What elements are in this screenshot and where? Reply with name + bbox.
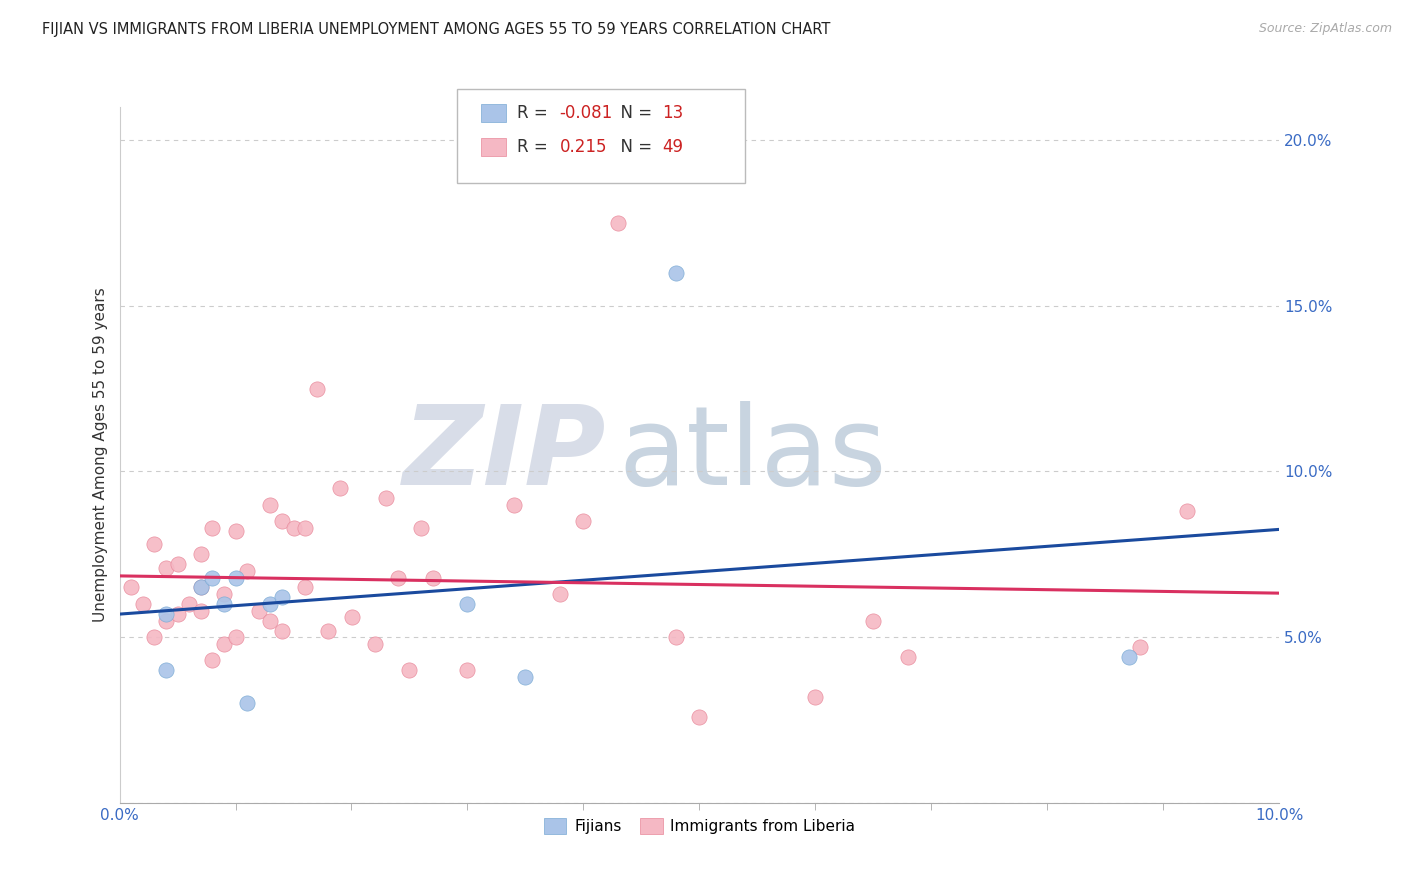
Point bbox=[862, 614, 884, 628]
Point bbox=[456, 597, 478, 611]
Point bbox=[270, 591, 294, 605]
Point bbox=[270, 514, 294, 528]
Point bbox=[515, 670, 537, 684]
Point bbox=[294, 521, 316, 535]
Point bbox=[132, 597, 155, 611]
Point bbox=[155, 607, 177, 621]
Point bbox=[190, 604, 212, 618]
Point bbox=[572, 514, 595, 528]
Text: 49: 49 bbox=[662, 138, 683, 156]
Point bbox=[804, 690, 827, 704]
Text: 13: 13 bbox=[662, 104, 683, 122]
Point bbox=[236, 564, 259, 578]
Point bbox=[259, 614, 281, 628]
Point bbox=[190, 547, 212, 561]
Point bbox=[550, 587, 572, 601]
Point bbox=[270, 624, 294, 638]
Text: N =: N = bbox=[610, 138, 658, 156]
Point bbox=[422, 570, 444, 584]
Point bbox=[166, 558, 188, 572]
Point bbox=[398, 663, 420, 677]
Point bbox=[201, 521, 224, 535]
Text: R =: R = bbox=[517, 138, 554, 156]
Point bbox=[329, 481, 352, 495]
Point bbox=[155, 663, 177, 677]
Point bbox=[225, 570, 247, 584]
Point bbox=[283, 521, 305, 535]
Text: Source: ZipAtlas.com: Source: ZipAtlas.com bbox=[1258, 22, 1392, 36]
Point bbox=[225, 630, 247, 644]
Text: -0.081: -0.081 bbox=[560, 104, 613, 122]
Point bbox=[1118, 650, 1140, 665]
Text: ZIP: ZIP bbox=[404, 401, 607, 508]
Point bbox=[318, 624, 340, 638]
Legend: Fijians, Immigrants from Liberia: Fijians, Immigrants from Liberia bbox=[537, 813, 862, 840]
Text: FIJIAN VS IMMIGRANTS FROM LIBERIA UNEMPLOYMENT AMONG AGES 55 TO 59 YEARS CORRELA: FIJIAN VS IMMIGRANTS FROM LIBERIA UNEMPL… bbox=[42, 22, 831, 37]
Point bbox=[236, 697, 259, 711]
Text: 0.215: 0.215 bbox=[560, 138, 607, 156]
Point bbox=[387, 570, 409, 584]
Point bbox=[247, 604, 270, 618]
Point bbox=[259, 597, 281, 611]
Point bbox=[225, 524, 247, 538]
Point bbox=[665, 266, 688, 280]
Point bbox=[201, 570, 224, 584]
Point bbox=[689, 709, 711, 723]
Point bbox=[212, 597, 235, 611]
Point bbox=[897, 650, 920, 665]
Point bbox=[456, 663, 478, 677]
Point bbox=[363, 637, 385, 651]
Point bbox=[1129, 640, 1152, 654]
Point bbox=[212, 637, 235, 651]
Point bbox=[212, 587, 235, 601]
Point bbox=[143, 537, 166, 551]
Point bbox=[375, 491, 398, 505]
Point bbox=[1175, 504, 1198, 518]
Point bbox=[201, 653, 224, 667]
Point bbox=[190, 581, 212, 595]
Point bbox=[503, 498, 526, 512]
Text: N =: N = bbox=[610, 104, 658, 122]
Point bbox=[155, 614, 177, 628]
Point bbox=[305, 382, 328, 396]
Point bbox=[411, 521, 433, 535]
Text: atlas: atlas bbox=[619, 401, 887, 508]
Point bbox=[143, 630, 166, 644]
Point bbox=[179, 597, 201, 611]
Point bbox=[120, 581, 142, 595]
Point bbox=[155, 560, 177, 574]
Point bbox=[294, 581, 316, 595]
Point bbox=[190, 581, 212, 595]
Point bbox=[665, 630, 688, 644]
Point bbox=[607, 216, 630, 230]
Point bbox=[259, 498, 281, 512]
Point bbox=[166, 607, 188, 621]
Y-axis label: Unemployment Among Ages 55 to 59 years: Unemployment Among Ages 55 to 59 years bbox=[93, 287, 108, 623]
Point bbox=[340, 610, 363, 624]
Text: R =: R = bbox=[517, 104, 554, 122]
